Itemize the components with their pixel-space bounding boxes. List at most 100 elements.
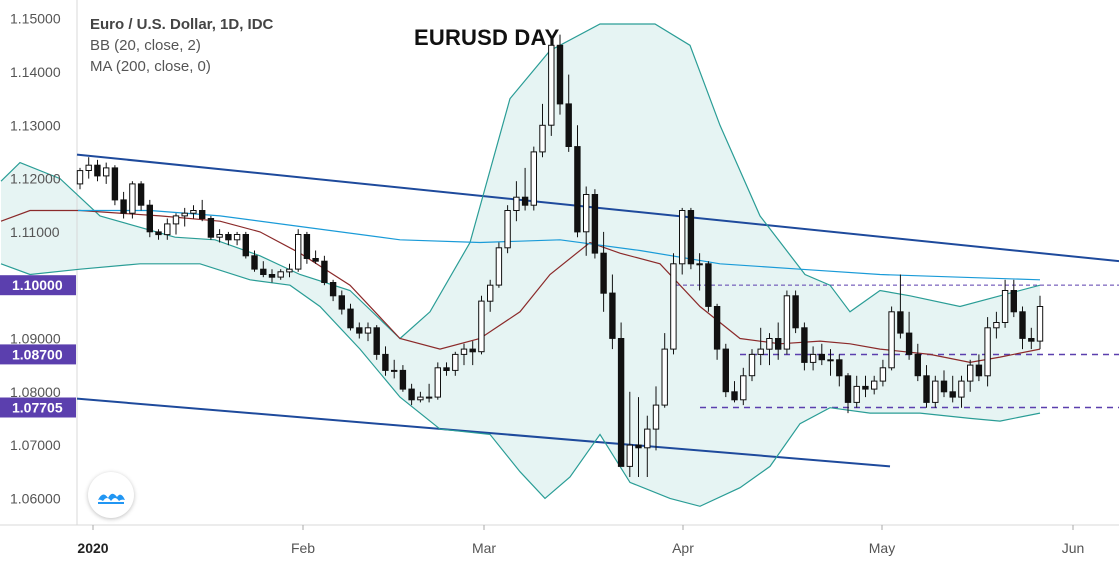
candle-down [687, 210, 695, 265]
candle-up [539, 124, 546, 153]
candle-down [207, 218, 215, 238]
candle-up [871, 380, 878, 390]
candle-down [591, 194, 599, 254]
candle-up [129, 183, 136, 214]
candle-down [844, 375, 852, 403]
candle-down [356, 327, 363, 334]
candle-up [879, 367, 887, 382]
y-tick-label: 1.08000 [10, 384, 61, 400]
candle-up [766, 338, 773, 350]
candle-up [190, 210, 197, 214]
candle-up [495, 247, 503, 286]
candle-down [242, 234, 250, 257]
candle-down [949, 391, 956, 398]
candle-up [277, 271, 284, 278]
candle-down [862, 385, 869, 390]
candle-down [905, 332, 913, 355]
candle-up [504, 210, 511, 249]
candle-up [748, 353, 756, 377]
candle-up [460, 348, 468, 355]
price-tag-label: 1.07705 [12, 400, 63, 416]
candle-up [434, 367, 442, 398]
bollinger-basis-line [0, 209, 1041, 364]
candle-up [364, 327, 372, 334]
chart-legend: Euro / U.S. Dollar, 1D, IDC BB (20, clos… [90, 14, 273, 77]
price-tag [0, 275, 76, 296]
candle-down [897, 311, 904, 334]
candle-up [644, 428, 651, 449]
candle-down [408, 388, 415, 401]
candle-down [574, 146, 581, 233]
candle-down [469, 348, 476, 353]
candle-down [260, 268, 267, 276]
tradingview-logo-icon[interactable] [88, 472, 134, 518]
y-tick-label: 1.15000 [10, 11, 61, 27]
candle-up [164, 223, 171, 236]
candle-up [696, 263, 703, 266]
candle-down [600, 252, 607, 294]
candle-down [382, 353, 389, 371]
candle-up [583, 194, 590, 233]
candle-down [137, 183, 145, 206]
candle-down [705, 263, 712, 307]
x-tick-label: 2020 [77, 540, 108, 556]
ma200-line [78, 209, 1041, 281]
candle-down [111, 167, 119, 201]
candle-up [391, 369, 398, 372]
candle-up [967, 364, 974, 382]
candle-up [487, 284, 494, 302]
candle-down [617, 338, 625, 467]
candle-up [548, 44, 555, 126]
y-tick-label: 1.13000 [10, 117, 61, 133]
candle-down [94, 164, 101, 177]
y-tick-label: 1.14000 [10, 64, 61, 80]
candle-down [521, 196, 529, 206]
candle-up [425, 396, 433, 399]
candle-up [181, 212, 188, 217]
candle-down [713, 306, 721, 350]
y-tick-label: 1.12000 [10, 171, 61, 187]
candle-down [722, 348, 729, 393]
candle-down [303, 234, 311, 259]
candle-up [993, 322, 1000, 329]
candle-down [609, 292, 616, 339]
legend-symbol: Euro / U.S. Dollar, 1D, IDC [90, 16, 274, 33]
candle-down [1028, 338, 1035, 342]
candle-down [1019, 311, 1026, 339]
candle-down [792, 295, 799, 329]
candle-down [1010, 290, 1017, 313]
y-tick-label: 1.09000 [10, 331, 61, 347]
bollinger-lower-line [0, 263, 1041, 507]
candle-up [958, 380, 965, 398]
candle-up [417, 396, 424, 401]
candle-up [85, 164, 92, 171]
y-tick-label: 1.11000 [10, 224, 60, 240]
y-tick-label: 1.07000 [10, 437, 61, 453]
y-tick-label: 1.06000 [10, 490, 61, 506]
candle-up [172, 215, 180, 225]
candle-down [120, 199, 127, 214]
candle-up [827, 359, 834, 362]
bollinger-fill [1, 24, 1040, 507]
candle-down [399, 369, 407, 390]
candle-down [731, 391, 738, 401]
x-tick-label: May [869, 540, 895, 556]
candle-up [853, 385, 860, 403]
candle-down [338, 295, 346, 310]
legend-bb: BB (20, close, 2) [90, 37, 201, 54]
candle-down [923, 375, 930, 403]
x-tick-label: Feb [291, 540, 315, 556]
candle-down [312, 258, 319, 262]
candle-down [373, 327, 380, 355]
candle-up [670, 263, 677, 350]
candle-up [888, 311, 895, 369]
x-tick-label: Jun [1062, 540, 1085, 556]
price-tag [0, 397, 76, 418]
candle-down [565, 103, 572, 147]
legend-ma: MA (200, close, 0) [90, 58, 211, 75]
candle-down [329, 282, 337, 297]
candle-down [146, 204, 154, 233]
candle-down [443, 367, 450, 371]
chart-title: EURUSD DAY [414, 25, 560, 50]
candle-up [216, 234, 223, 238]
